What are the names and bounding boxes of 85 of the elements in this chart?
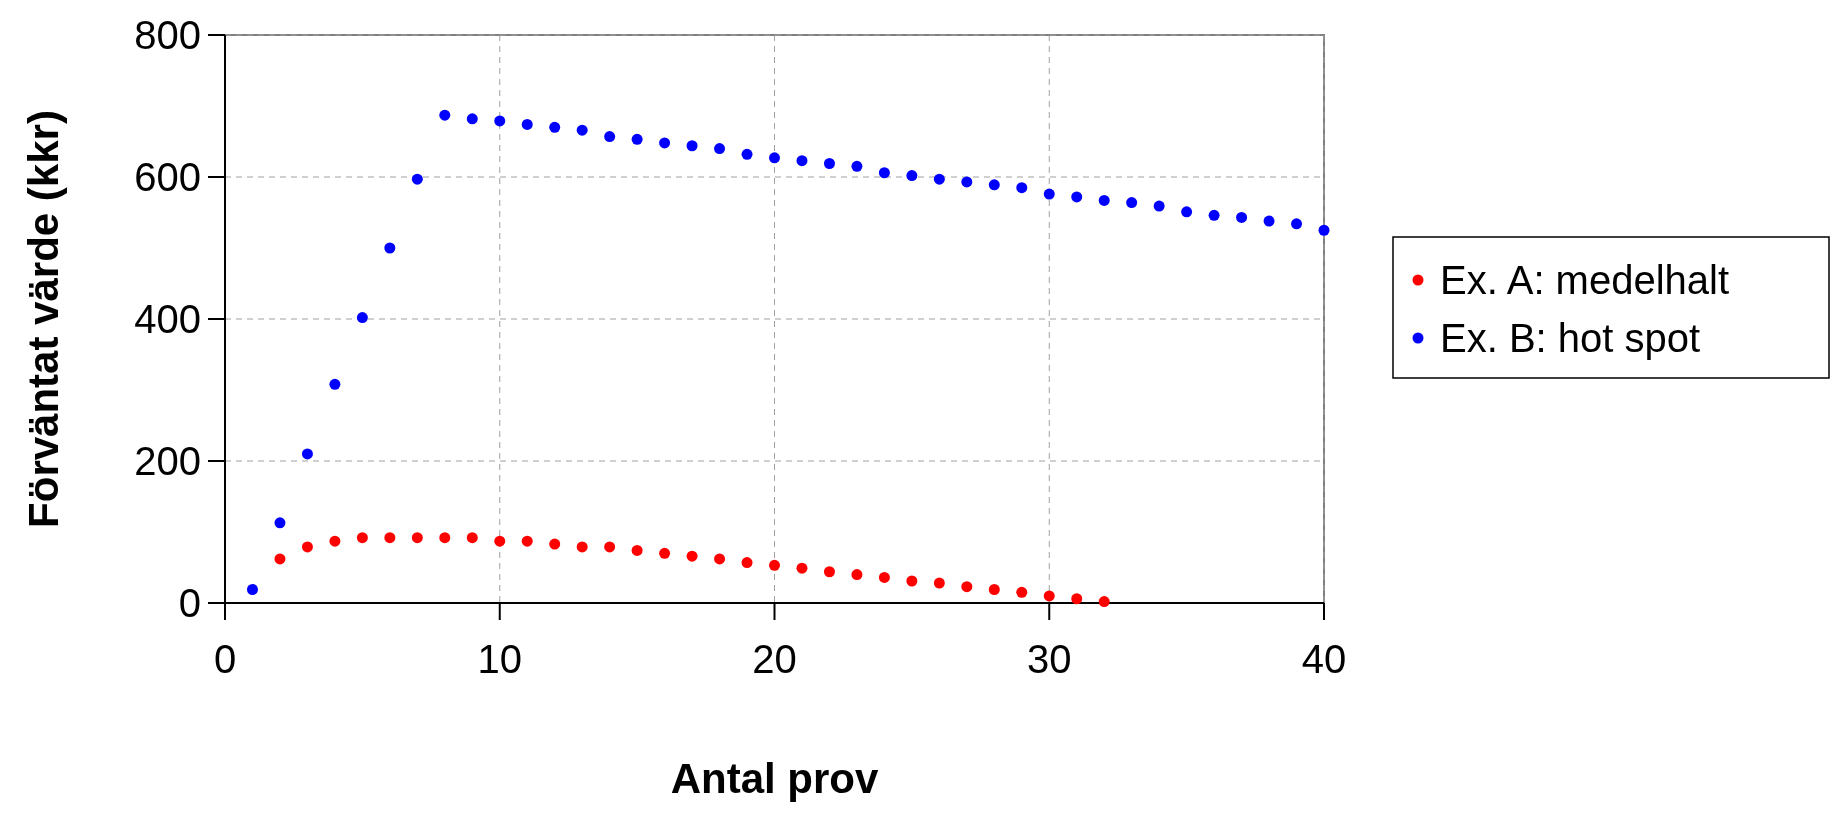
point [549, 121, 561, 133]
point [933, 173, 945, 185]
point [988, 584, 1000, 596]
point [686, 140, 698, 152]
point [741, 148, 753, 160]
point [1098, 194, 1110, 206]
point [1291, 218, 1303, 230]
point [384, 532, 396, 544]
point [631, 133, 643, 145]
point [686, 550, 698, 562]
y-tick-label: 600 [134, 155, 201, 199]
point [1126, 197, 1138, 209]
point [769, 152, 780, 164]
point [439, 109, 451, 121]
point [356, 532, 368, 544]
point [411, 173, 423, 185]
point [933, 577, 945, 589]
point [1263, 215, 1275, 227]
legend-label: Ex. B: hot spot [1440, 316, 1701, 360]
point [906, 170, 918, 182]
point [1043, 590, 1055, 602]
y-axis-title: Förväntat värde (kkr) [20, 110, 67, 528]
point [823, 566, 835, 578]
point [1208, 209, 1220, 221]
legend-label: Ex. A: medelhalt [1440, 258, 1730, 302]
point [1016, 586, 1028, 598]
point [466, 113, 478, 125]
point [549, 538, 561, 550]
point [576, 541, 588, 553]
x-tick-label: 10 [477, 637, 522, 681]
point [466, 532, 478, 544]
y-tick-label: 800 [134, 13, 201, 57]
point [604, 541, 616, 553]
point [1181, 206, 1193, 218]
point [356, 312, 368, 324]
point [301, 448, 313, 460]
x-tick-label: 40 [1301, 637, 1347, 681]
x-tick-label: 30 [1027, 637, 1072, 681]
point [851, 160, 863, 172]
point [961, 176, 973, 188]
point [1318, 224, 1330, 236]
point [796, 562, 808, 574]
point [823, 158, 835, 170]
point [246, 584, 258, 596]
point [1071, 593, 1083, 605]
point [521, 535, 533, 547]
x-axis-title: Antal prov [670, 755, 879, 802]
point [494, 535, 506, 547]
point [329, 535, 341, 547]
point [439, 532, 451, 544]
point [274, 517, 286, 529]
point [1016, 182, 1028, 194]
point [906, 575, 918, 587]
point [741, 557, 753, 569]
x-tick-label: 0 [213, 637, 237, 681]
point [714, 143, 726, 155]
y-tick-label: 200 [134, 439, 201, 483]
point [878, 167, 890, 179]
point [659, 137, 671, 149]
point [1236, 211, 1248, 223]
point [329, 378, 341, 390]
point [961, 581, 973, 593]
point [1043, 188, 1055, 200]
point [1071, 191, 1083, 203]
point [796, 155, 808, 167]
point [659, 547, 671, 559]
point [301, 541, 313, 553]
y-tick-label: 400 [134, 297, 201, 341]
x-tick-label: 20 [752, 637, 797, 681]
point [494, 115, 506, 127]
point [576, 124, 588, 136]
point [384, 242, 396, 254]
point [988, 179, 1000, 191]
point [714, 553, 726, 565]
point [851, 569, 863, 581]
point [521, 118, 533, 130]
point [878, 571, 890, 583]
point [1098, 596, 1110, 608]
y-tick-label: 0 [178, 581, 201, 625]
point [1153, 200, 1165, 212]
point [274, 553, 286, 565]
point [631, 544, 643, 556]
point [604, 131, 616, 143]
point [411, 532, 423, 544]
point [769, 559, 780, 571]
